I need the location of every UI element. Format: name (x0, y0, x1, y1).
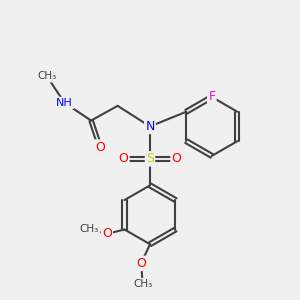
Text: O: O (136, 257, 146, 270)
Text: S: S (146, 152, 154, 165)
Text: CH₃: CH₃ (37, 71, 57, 81)
Text: O: O (102, 227, 112, 240)
Text: CH₃: CH₃ (80, 224, 99, 235)
Text: O: O (118, 152, 128, 165)
Text: O: O (172, 152, 182, 165)
Text: O: O (95, 141, 105, 154)
Text: NH: NH (56, 98, 73, 108)
Text: N: N (145, 120, 155, 133)
Text: CH₃: CH₃ (133, 279, 152, 289)
Text: F: F (208, 91, 215, 103)
